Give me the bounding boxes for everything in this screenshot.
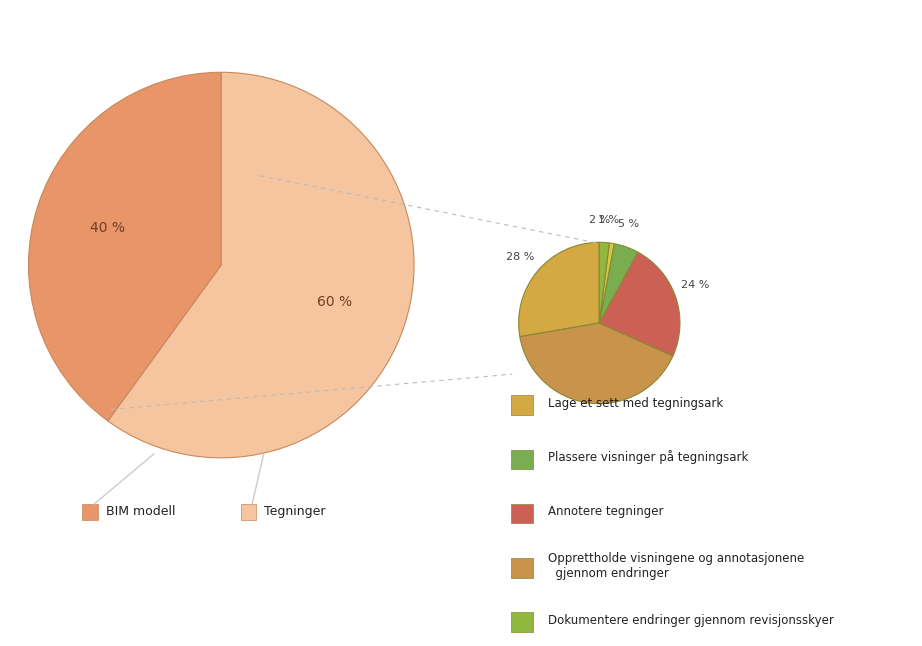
Bar [511,612,534,632]
Wedge shape [599,243,614,323]
Wedge shape [519,242,599,337]
Text: Tegninger: Tegninger [264,505,325,518]
Wedge shape [599,244,638,323]
Wedge shape [29,72,221,421]
Text: Opprettholde visningene og annotasjonene
  gjennom endringer: Opprettholde visningene og annotasjonene… [548,552,804,580]
Wedge shape [599,242,609,323]
Text: 1 %: 1 % [598,215,620,225]
Bar [511,450,534,469]
Text: 2 %: 2 % [588,214,610,225]
Text: Dokumentere endringer gjennom revisjonsskyer: Dokumentere endringer gjennom revisjonss… [548,614,833,627]
Text: 60 %: 60 % [317,295,352,309]
Bar [241,504,256,519]
Text: 40 %: 40 % [90,221,125,235]
Text: 28 %: 28 % [505,252,534,262]
Bar [511,504,534,523]
Wedge shape [599,252,680,356]
Text: 24 %: 24 % [681,280,710,290]
Text: BIM modell: BIM modell [106,505,175,518]
Bar [511,395,534,415]
Text: Lage et sett med tegningsark: Lage et sett med tegningsark [548,397,723,410]
Bar [82,504,98,519]
Bar [511,558,534,578]
Text: Plassere visninger på tegningsark: Plassere visninger på tegningsark [548,450,748,464]
Text: 5 %: 5 % [618,219,639,229]
Wedge shape [108,72,414,458]
Text: Annotere tegninger: Annotere tegninger [548,505,663,518]
Wedge shape [520,323,673,404]
